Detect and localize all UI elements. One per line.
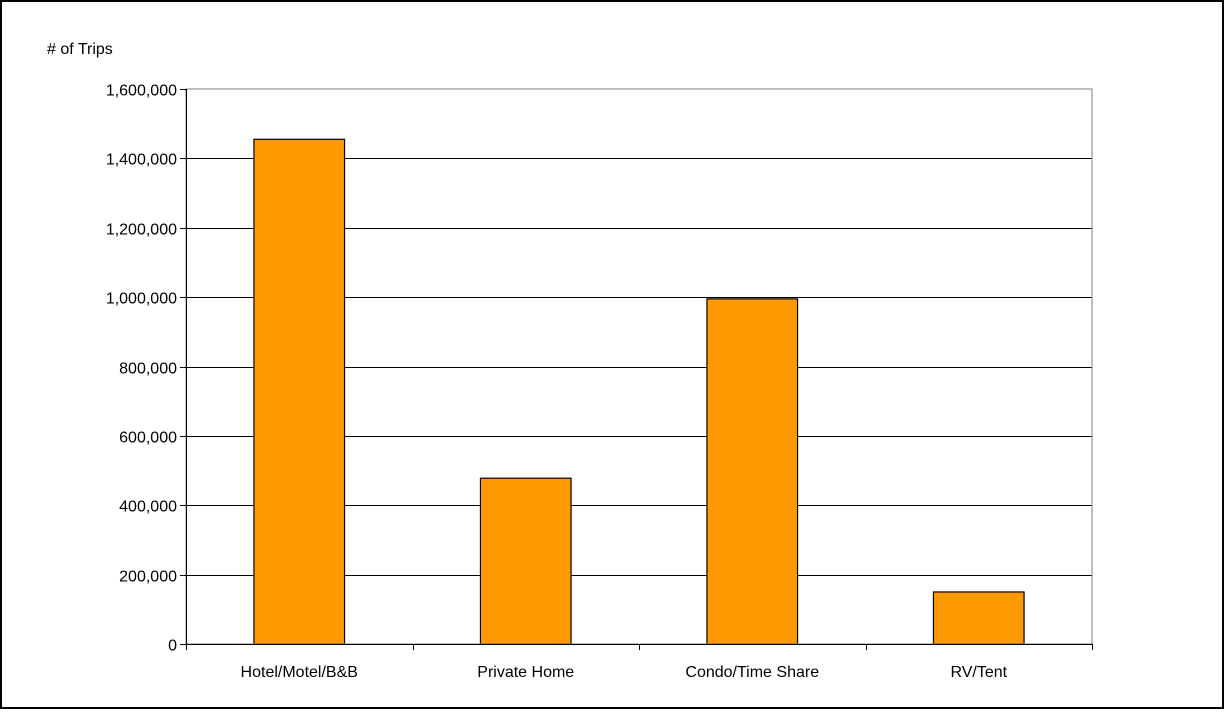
y-tick-label: 1,000,000	[106, 291, 177, 308]
y-tick-label: 800,000	[119, 361, 177, 378]
y-tick-label: 1,400,000	[106, 152, 177, 169]
x-tick-label: Private Home	[477, 664, 574, 681]
bar	[253, 138, 346, 645]
x-tick-label: RV/Tent	[950, 664, 1007, 681]
y-axis-ticks: 0 200,000 400,000 600,000 800,000 1,000,000 1,…	[106, 83, 186, 655]
bar	[706, 298, 799, 645]
y-tick-label: 200,000	[119, 569, 177, 586]
y-tick-label: 1,600,000	[106, 83, 177, 100]
bar	[479, 477, 572, 645]
x-tick-label: Condo/Time Share	[685, 664, 819, 681]
y-tick-label: 0	[168, 638, 177, 655]
y-tick-label: 400,000	[119, 499, 177, 516]
y-axis-label: # of Trips	[47, 41, 113, 58]
y-tick-label: 1,200,000	[106, 222, 177, 239]
bar	[932, 591, 1025, 645]
x-axis-ticks: Hotel/Motel/B&B Private Home Condo/Time Sh…	[186, 644, 1093, 681]
y-tick-label: 600,000	[119, 430, 177, 447]
bars	[253, 138, 1025, 645]
x-tick-label: Hotel/Motel/B&B	[241, 664, 358, 681]
